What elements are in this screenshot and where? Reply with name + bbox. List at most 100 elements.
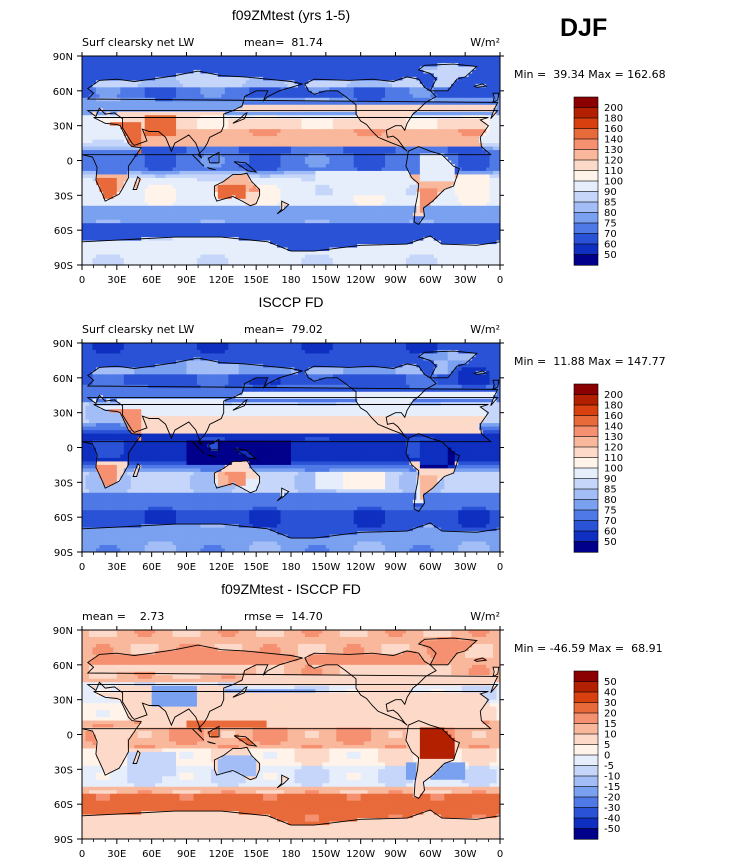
colorbar-label: 100: [604, 464, 623, 475]
x-tick-label: 120W: [346, 275, 375, 286]
units-label: W/m²: [470, 610, 500, 623]
colorbar-label: 130: [604, 432, 623, 443]
y-tick-label: 0: [67, 157, 73, 168]
colorbar-swatch: [574, 797, 598, 808]
colorbar-swatch: [574, 682, 598, 693]
colorbar-label: -50: [604, 824, 620, 835]
y-tick-label: 30N: [53, 696, 73, 707]
colorbar-label: -40: [604, 814, 620, 825]
colorbar-swatch: [574, 129, 598, 140]
colorbar-label: -20: [604, 793, 620, 804]
colorbar-swatch: [574, 724, 598, 735]
x-tick-label: 0: [79, 849, 85, 860]
units-label: W/m²: [470, 323, 500, 336]
x-tick-label: 0: [497, 275, 503, 286]
y-tick-label: 90N: [53, 626, 73, 637]
colorbar-label: 15: [604, 719, 617, 730]
x-tick-label: 0: [79, 562, 85, 573]
colorbar-swatch: [574, 489, 598, 500]
colorbar-label: 85: [604, 198, 617, 209]
colorbar-label: -30: [604, 803, 620, 814]
x-tick-label: 60E: [142, 275, 161, 286]
x-tick-label: 120E: [209, 275, 234, 286]
x-tick-label: 90W: [384, 562, 407, 573]
x-tick-label: 0: [79, 275, 85, 286]
colorbar-swatch: [574, 181, 598, 192]
x-tick-label: 60E: [142, 849, 161, 860]
colorbar-swatch: [574, 755, 598, 766]
x-tick-label: 90E: [177, 275, 196, 286]
colorbar-swatch: [574, 692, 598, 703]
map-panel-1: f09ZMtest (yrs 1-5) Surf clearsky net LW m…: [53, 7, 666, 286]
colorbar-label: 120: [604, 443, 623, 454]
colorbar-swatch: [574, 223, 598, 234]
x-tick-label: 150E: [243, 275, 268, 286]
colorbar-label: 5: [604, 740, 610, 751]
colorbar-label: 60: [604, 527, 617, 538]
x-tick-label: 180: [281, 849, 300, 860]
y-tick-label: 60N: [53, 374, 73, 385]
x-tick-label: 150W: [311, 275, 340, 286]
x-tick-label: 180: [281, 275, 300, 286]
colorbar-swatch: [574, 118, 598, 129]
colorbar-swatch: [574, 766, 598, 777]
colorbar-swatch: [574, 776, 598, 787]
colorbar-swatch: [574, 160, 598, 171]
colorbar-label: 140: [604, 422, 623, 433]
colorbar-swatch: [574, 745, 598, 756]
colorbar-label: 10: [604, 730, 617, 741]
mean-stat: mean= 81.74: [244, 36, 323, 49]
colorbar-swatch: [574, 405, 598, 416]
x-tick-label: 30W: [454, 275, 477, 286]
y-tick-label: 60S: [54, 226, 73, 237]
x-tick-label: 30E: [107, 275, 126, 286]
colorbar-swatch: [574, 213, 598, 224]
colorbar-label: 120: [604, 156, 623, 167]
colorbar-label: -15: [604, 782, 620, 793]
colorbar-swatch: [574, 171, 598, 182]
colorbar-swatch: [574, 734, 598, 745]
colorbar-label: 75: [604, 506, 617, 517]
colorbar-label: 200: [604, 103, 623, 114]
colorbar-swatch: [574, 192, 598, 203]
y-tick-label: 30N: [53, 122, 73, 133]
panel-title: f09ZMtest (yrs 1-5): [232, 7, 350, 23]
colorbar-label: 50: [604, 250, 617, 261]
mean-stat: mean= 79.02: [244, 323, 323, 336]
y-tick-label: 90S: [54, 261, 73, 272]
colorbar-label: 160: [604, 124, 623, 135]
x-tick-label: 90W: [384, 275, 407, 286]
colorbar-swatch: [574, 531, 598, 542]
y-tick-label: 30S: [54, 191, 73, 202]
colorbar-label: 90: [604, 474, 617, 485]
colorbar-swatch: [574, 521, 598, 532]
colorbar-swatch: [574, 234, 598, 245]
colorbar-swatch: [574, 787, 598, 798]
min-max-stat: Min = 39.34 Max = 162.68: [514, 68, 666, 81]
colorbar-swatch: [574, 479, 598, 490]
x-tick-label: 0: [497, 849, 503, 860]
colorbar-swatch: [574, 703, 598, 714]
colorbar-label: 110: [604, 166, 623, 177]
colorbar-swatch: [574, 713, 598, 724]
colorbar-swatch: [574, 244, 598, 255]
y-tick-label: 90S: [54, 548, 73, 559]
colorbar-swatch: [574, 671, 598, 682]
rmse-stat: rmse = 14.70: [244, 610, 323, 623]
colorbar-swatch: [574, 818, 598, 829]
y-tick-label: 60S: [54, 513, 73, 524]
colorbar-label: 180: [604, 114, 623, 125]
x-tick-label: 120E: [209, 562, 234, 573]
x-tick-label: 60W: [419, 275, 442, 286]
x-tick-label: 150W: [311, 562, 340, 573]
panel-variable-label: Surf clearsky net LW: [82, 36, 194, 49]
colorbar-swatch: [574, 542, 598, 553]
colorbar-label: 80: [604, 495, 617, 506]
x-tick-label: 60W: [419, 562, 442, 573]
colorbar-swatch: [574, 202, 598, 213]
colorbar-label: 110: [604, 453, 623, 464]
x-tick-label: 30W: [454, 562, 477, 573]
y-tick-label: 0: [67, 444, 73, 455]
